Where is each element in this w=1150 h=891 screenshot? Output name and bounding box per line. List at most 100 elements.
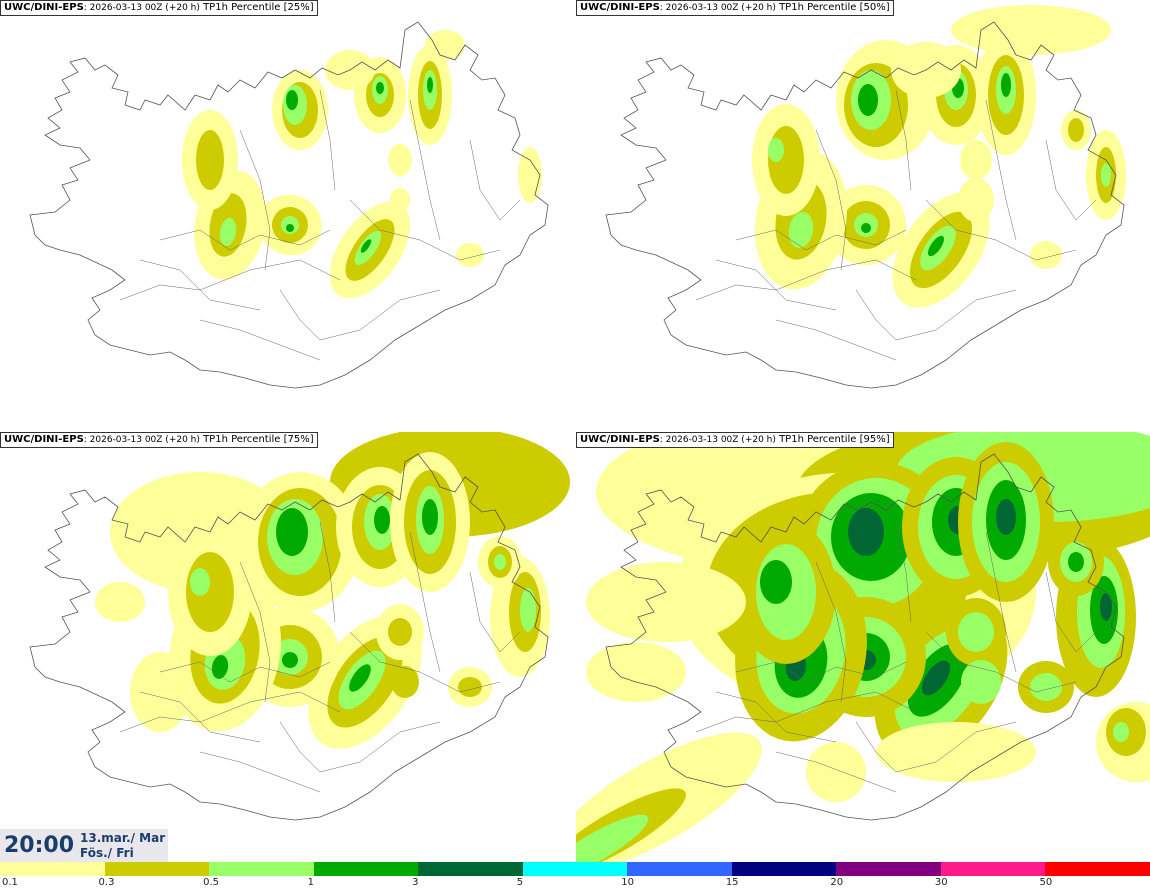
coastline — [605, 453, 1125, 821]
precip-area — [858, 84, 878, 116]
precip-map-p25 — [29, 21, 549, 389]
map-panel-p50: UWC/DINI-EPS: 2026-03-13 00Z (+20 h) TP1… — [576, 0, 1150, 430]
precip-area — [876, 722, 1036, 782]
precip-area — [927, 235, 945, 257]
map-panel-p95: UWC/DINI-EPS: 2026-03-13 00Z (+20 h) TP1… — [576, 432, 1150, 862]
road-line — [319, 89, 336, 191]
precip-area — [1101, 163, 1111, 187]
precip-area — [388, 144, 412, 176]
road-line — [159, 661, 331, 683]
road-line — [119, 691, 341, 733]
precip-area — [422, 499, 438, 535]
precip-area — [211, 655, 229, 679]
road-line — [735, 661, 907, 683]
precip-area — [848, 508, 884, 556]
precip-map-p50 — [605, 5, 1126, 389]
legend-tick-label: 15 — [725, 877, 739, 888]
panel-title: UWC/DINI-EPS: 2026-03-13 00Z (+20 h) TP1… — [0, 0, 318, 16]
legend-swatch — [209, 862, 314, 876]
precip-area — [458, 677, 482, 697]
precip-area — [861, 223, 871, 233]
precip-area — [130, 652, 190, 732]
precip-area — [520, 588, 536, 632]
precip-area — [806, 742, 866, 802]
precip-area — [960, 140, 992, 180]
precip-area — [282, 652, 298, 668]
road-line — [985, 531, 1017, 673]
road-line — [715, 259, 837, 311]
precip-area — [374, 506, 390, 534]
legend-tick-label: 20 — [830, 877, 844, 888]
road-line — [695, 259, 917, 301]
road-line — [239, 561, 271, 703]
legend-tick-label: 50 — [1039, 877, 1053, 888]
valid-time: 20:00 — [4, 833, 75, 858]
road-line — [695, 691, 917, 733]
road-line — [139, 259, 261, 311]
road-line — [469, 571, 521, 653]
precip-area — [276, 508, 308, 556]
legend-tick-label: 0.5 — [203, 877, 219, 888]
precip-area — [1068, 118, 1084, 142]
road-line — [735, 229, 907, 251]
precip-area — [586, 562, 746, 642]
legend-swatch — [0, 862, 105, 876]
precip-area — [518, 147, 542, 203]
precip-area — [190, 568, 210, 596]
precip-area — [390, 188, 410, 212]
precip-area — [425, 30, 465, 60]
map-panel-p25: UWC/DINI-EPS: 2026-03-13 00Z (+20 h) TP1… — [0, 0, 574, 430]
road-line — [815, 561, 847, 703]
precip-area — [349, 664, 371, 692]
precip-area — [456, 243, 484, 267]
precip-area — [286, 224, 294, 232]
precip-area — [958, 178, 994, 222]
road-line — [925, 199, 1077, 261]
precip-area — [1113, 722, 1129, 742]
road-line — [279, 289, 441, 341]
precip-area — [760, 560, 792, 604]
precip-area — [360, 239, 372, 253]
precip-map-p75 — [29, 432, 570, 821]
precip-map-p95 — [576, 432, 1150, 862]
precip-area — [494, 554, 506, 570]
legend-swatch — [836, 862, 941, 876]
precip-area — [961, 660, 1001, 704]
precip-area — [958, 612, 994, 652]
precip-area — [586, 642, 686, 702]
precip-area — [196, 130, 224, 190]
valid-weekday: Fös./ Fri — [80, 846, 134, 860]
road-line — [409, 99, 441, 241]
precip-area — [219, 218, 237, 246]
precip-area — [95, 582, 145, 622]
panel-title: UWC/DINI-EPS: 2026-03-13 00Z (+20 h) TP1… — [576, 432, 894, 448]
legend-tick-label: 0.3 — [98, 877, 115, 888]
legend-swatch — [1045, 862, 1150, 876]
road-line — [119, 259, 341, 301]
coastline — [605, 21, 1125, 389]
color-legend: 0.1 0.3 0.5 1 3 5 10 15 20 30 50 — [0, 862, 1150, 891]
road-line — [279, 721, 441, 773]
legend-tick-label: 5 — [516, 877, 524, 888]
road-line — [895, 89, 912, 191]
valid-date: 13.mar./ Mar — [80, 831, 166, 845]
coastline — [29, 21, 549, 389]
road-line — [199, 751, 321, 793]
precip-area — [427, 77, 433, 93]
precip-area — [1100, 593, 1112, 621]
legend-swatch — [418, 862, 523, 876]
road-line — [349, 631, 501, 693]
road-line — [349, 199, 501, 261]
legend-tick-label: 30 — [934, 877, 948, 888]
road-line — [1045, 571, 1097, 653]
precip-area — [286, 90, 298, 110]
precip-area — [996, 499, 1016, 535]
road-line — [895, 521, 912, 623]
precip-area — [951, 5, 1111, 55]
coastline — [29, 453, 549, 821]
precip-area — [1001, 73, 1011, 97]
road-line — [319, 521, 336, 623]
road-line — [1045, 139, 1097, 221]
road-line — [855, 289, 1017, 341]
precip-area — [1030, 673, 1062, 701]
